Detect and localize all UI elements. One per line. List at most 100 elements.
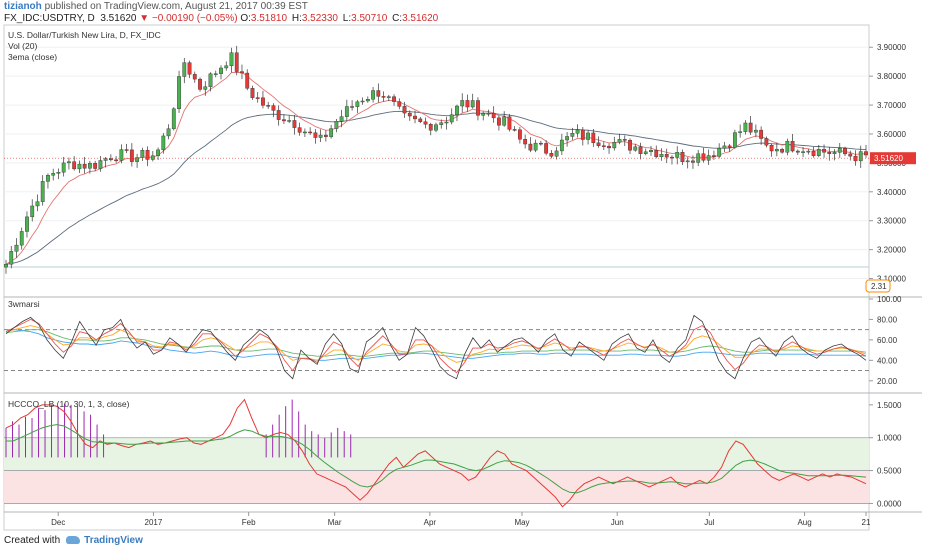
- candle-body: [864, 151, 868, 156]
- candle-body: [733, 132, 737, 148]
- candle-body: [769, 144, 774, 152]
- rsi-line-raw: [5, 314, 867, 380]
- symbol-line: FX_IDC:USDTRY, D 3.51620 ▼ −0.00190 (−0.…: [4, 13, 440, 24]
- candle-body: [486, 112, 491, 115]
- candle-body: [119, 149, 124, 161]
- candle-body: [240, 71, 244, 74]
- candle-body: [580, 129, 585, 140]
- time-tick-label: Aug: [797, 518, 811, 527]
- candle-body: [701, 153, 706, 161]
- candle-body: [224, 65, 229, 69]
- candle-body: [282, 119, 286, 122]
- candle-body: [14, 244, 19, 252]
- candle-body: [518, 129, 522, 140]
- candle-body: [108, 158, 113, 161]
- author-name[interactable]: tizianoh: [4, 1, 42, 12]
- candle-body: [743, 122, 748, 132]
- candle-body: [622, 139, 627, 141]
- candle-body: [601, 145, 606, 147]
- candle-body: [213, 73, 218, 75]
- candle-body: [255, 97, 260, 99]
- candle-body: [633, 146, 638, 151]
- candle-body: [371, 90, 375, 100]
- candle-body: [481, 113, 486, 116]
- candle-body: [680, 152, 685, 162]
- candle-body: [360, 100, 365, 103]
- price-pane[interactable]: 3.900003.800003.700003.600003.500003.400…: [4, 43, 916, 293]
- candle-body: [858, 151, 863, 162]
- candle-body: [727, 145, 732, 148]
- candle-body: [161, 135, 166, 151]
- chart-title: U.S. Dollar/Turkish New Lira, D, FX_IDC: [8, 30, 161, 40]
- candle-body: [785, 140, 790, 153]
- low-value: 3.50710: [351, 13, 388, 24]
- candle-body: [470, 100, 475, 108]
- candle-body: [135, 157, 139, 162]
- candle-body: [753, 129, 758, 133]
- candle-body: [219, 67, 223, 74]
- candle-body: [759, 129, 764, 139]
- candle-body: [365, 99, 370, 102]
- candle-body: [538, 142, 543, 145]
- tradingview-brand[interactable]: TradingView: [84, 535, 143, 546]
- close-value: 3.51620: [402, 13, 439, 24]
- candle-body: [544, 143, 549, 154]
- candle-body: [811, 150, 816, 156]
- candle-body: [350, 106, 354, 108]
- candle-body: [801, 151, 805, 153]
- tradingview-logo-icon: [66, 536, 81, 545]
- candle-body: [685, 160, 690, 163]
- candle-body: [297, 127, 302, 133]
- rsi-pane[interactable]: 100.00 80.00 60.00 40.00 20.00: [4, 295, 902, 386]
- rsi-line-red: [5, 318, 867, 374]
- price-change: ▼ −0.00190 (−0.05%): [139, 13, 238, 24]
- rsi-line-orange: [5, 325, 867, 363]
- high-key: H:: [291, 13, 302, 24]
- hccco-pane[interactable]: 1.5000 1.0000 0.5000 0.0000: [4, 398, 902, 509]
- candle-body: [182, 62, 187, 77]
- candle-body: [266, 105, 271, 107]
- time-axis: Dec 2017 Feb Mar Apr May Jun Jul Aug 21: [51, 512, 871, 527]
- candle-body: [549, 153, 554, 157]
- rsi-tick-label: 20.00: [877, 377, 898, 386]
- candle-body: [35, 201, 40, 207]
- candle-body: [822, 149, 826, 153]
- candle-body: [748, 122, 753, 133]
- candle-body: [339, 116, 344, 122]
- rsi-tick-label: 80.00: [877, 315, 898, 324]
- price-tick-label: 3.60000: [877, 130, 906, 139]
- candle-body: [559, 139, 564, 152]
- candle-body: [25, 216, 29, 232]
- candle-body: [528, 143, 533, 151]
- hcc-line-green: [6, 424, 867, 494]
- candle-body: [129, 149, 134, 162]
- candle-body: [9, 251, 14, 265]
- candle-body: [654, 149, 659, 158]
- rsi-tick-label: 60.00: [877, 336, 898, 345]
- last-price-label: 3.51620: [874, 154, 903, 163]
- alert-badge-label: 2.31: [871, 282, 887, 291]
- rsi-tick-label: 40.00: [877, 356, 898, 365]
- candle-body: [234, 52, 239, 72]
- candle-body: [670, 156, 674, 159]
- candle-body: [198, 78, 202, 90]
- candle-body: [313, 132, 318, 138]
- close-key: C:: [392, 13, 403, 24]
- time-tick-label: 2017: [145, 518, 163, 527]
- candle-body: [344, 106, 349, 117]
- candle-body: [166, 128, 171, 137]
- price-tick-label: 3.20000: [877, 246, 906, 255]
- candle-body: [88, 163, 92, 169]
- candle-body: [533, 142, 538, 151]
- time-tick-label: Apr: [424, 518, 437, 527]
- candle-body: [145, 149, 150, 160]
- last-price: 3.51620: [100, 13, 137, 24]
- hcc-tick-label: 1.0000: [877, 434, 902, 443]
- candle-body: [114, 159, 119, 162]
- publish-info: published on TradingView.com, August 21,…: [44, 1, 308, 12]
- footer: Created with TradingView: [4, 535, 143, 546]
- candle-body: [691, 160, 695, 163]
- hcc-title: HCCCO_LB (10, 30, 1, 3, close): [8, 399, 130, 409]
- price-tick-label: 3.90000: [877, 43, 906, 52]
